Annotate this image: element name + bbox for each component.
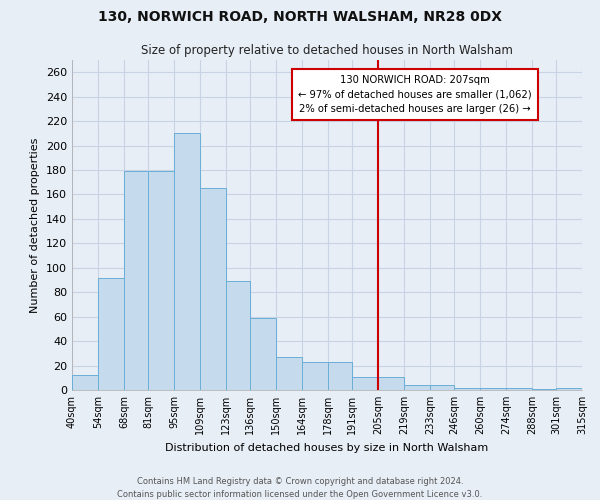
- Bar: [352, 376, 378, 390]
- Bar: [200, 188, 226, 390]
- Bar: [124, 171, 148, 390]
- Bar: [98, 278, 124, 390]
- Text: 130 NORWICH ROAD: 207sqm
← 97% of detached houses are smaller (1,062)
2% of semi: 130 NORWICH ROAD: 207sqm ← 97% of detach…: [298, 74, 532, 114]
- Bar: [454, 388, 480, 390]
- Text: 130, NORWICH ROAD, NORTH WALSHAM, NR28 0DX: 130, NORWICH ROAD, NORTH WALSHAM, NR28 0…: [98, 10, 502, 24]
- Bar: [378, 376, 404, 390]
- Bar: [72, 376, 98, 390]
- Y-axis label: Number of detached properties: Number of detached properties: [31, 138, 40, 312]
- Bar: [506, 388, 532, 390]
- Bar: [226, 281, 250, 390]
- Bar: [480, 388, 506, 390]
- Bar: [148, 171, 174, 390]
- Bar: [328, 362, 352, 390]
- Bar: [556, 388, 582, 390]
- Bar: [532, 389, 556, 390]
- Bar: [276, 357, 302, 390]
- Title: Size of property relative to detached houses in North Walsham: Size of property relative to detached ho…: [141, 44, 513, 58]
- Bar: [404, 385, 430, 390]
- X-axis label: Distribution of detached houses by size in North Walsham: Distribution of detached houses by size …: [166, 442, 488, 452]
- Bar: [250, 318, 276, 390]
- Bar: [430, 385, 454, 390]
- Bar: [174, 134, 200, 390]
- Text: Contains HM Land Registry data © Crown copyright and database right 2024.
Contai: Contains HM Land Registry data © Crown c…: [118, 478, 482, 499]
- Bar: [302, 362, 328, 390]
